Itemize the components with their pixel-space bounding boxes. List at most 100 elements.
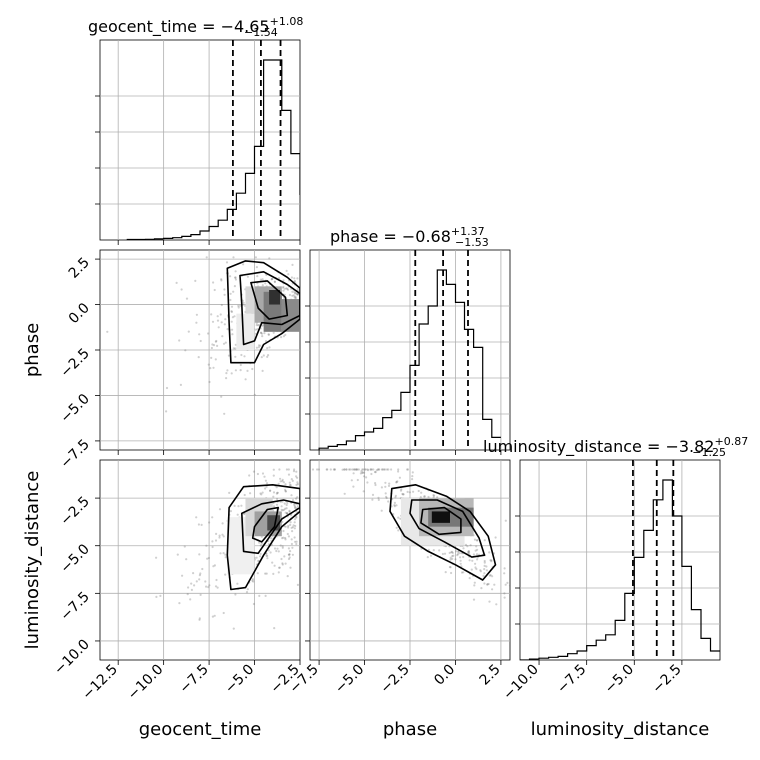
scatter-point — [261, 278, 264, 281]
x-tick-label: −2.5 — [377, 662, 412, 697]
contour-group — [409, 499, 486, 558]
scatter-point — [294, 506, 297, 510]
scatter-point — [267, 333, 270, 336]
scatter-point — [343, 468, 346, 471]
scatter-point — [223, 412, 226, 415]
scatter-point — [377, 468, 380, 471]
contours — [226, 260, 497, 591]
scatter-point — [364, 468, 367, 471]
scatter-point — [276, 547, 279, 550]
scatter-point — [256, 328, 259, 331]
x-tick-label: −5.0 — [222, 662, 257, 697]
scatter-point — [281, 545, 284, 548]
scatter-point — [441, 552, 444, 556]
scatter-point — [198, 617, 201, 620]
scatter-point — [490, 559, 493, 562]
scatter-point — [277, 277, 281, 280]
scatter-point — [408, 491, 411, 494]
scatter-point — [257, 324, 260, 327]
scatter-point — [281, 562, 284, 565]
scatter-point — [411, 478, 414, 481]
scatter-point — [236, 582, 239, 585]
scatter-point — [266, 557, 269, 560]
scatter-point — [214, 340, 217, 343]
scatter-point — [258, 541, 261, 544]
scatter-point — [473, 538, 477, 541]
scatter-point — [450, 571, 453, 575]
scatter-point — [294, 295, 297, 298]
scatter-point — [234, 278, 237, 281]
scatter-point — [225, 372, 228, 375]
scatter-point — [387, 500, 390, 503]
scatter-point — [483, 582, 486, 585]
scatter-point — [276, 491, 279, 494]
histogram-group — [126, 59, 300, 240]
scatter-point — [503, 596, 506, 599]
scatter-point — [376, 468, 379, 471]
scatter-point — [476, 558, 479, 561]
scatter-point — [261, 284, 264, 287]
scatter-point — [462, 555, 465, 559]
scatter-point — [259, 544, 262, 547]
scatter-point — [485, 565, 488, 568]
scatter-point — [483, 568, 486, 571]
x-tick-label: −5.0 — [332, 662, 367, 697]
scatter-point — [354, 468, 357, 471]
scatter-point — [221, 533, 224, 536]
histogram-step-line — [318, 269, 501, 450]
scatter-point — [377, 496, 380, 499]
scatter-point — [363, 471, 366, 474]
scatter-point — [295, 483, 298, 486]
scatter-point — [286, 532, 289, 536]
scatter-point — [244, 378, 247, 381]
scatter-point — [273, 280, 276, 283]
scatter-point — [394, 494, 397, 497]
scatter-point — [419, 496, 422, 499]
scatter-point — [257, 559, 260, 563]
scatter-point — [286, 288, 290, 291]
scatter-point — [246, 588, 249, 591]
scatter-point — [293, 277, 296, 280]
scatter-point — [187, 330, 190, 333]
scatter-point — [284, 507, 287, 510]
scatter-point — [293, 527, 296, 530]
scatter-point — [401, 492, 404, 496]
y-tick-label: −7.5 — [57, 589, 92, 624]
scatter-point — [165, 386, 169, 390]
scatter-point — [192, 572, 195, 575]
scatter-point — [452, 554, 455, 557]
title-luminosity-distance: luminosity_distance = −3.82+0.87 — [483, 435, 748, 457]
panel-lum-vs-geocent — [99, 459, 301, 661]
scatter-point — [277, 571, 280, 574]
scatter-point — [227, 354, 231, 357]
scatter-point — [284, 536, 287, 540]
scatter-point — [472, 598, 476, 601]
scatter-point — [287, 273, 290, 276]
scatter-point — [423, 495, 426, 498]
scatter-point — [273, 627, 276, 630]
scatter-point — [271, 561, 274, 564]
x-tick-label: 2.5 — [477, 662, 504, 689]
scatter-point — [293, 521, 296, 524]
scatter-point — [293, 279, 296, 283]
scatter-point — [272, 331, 275, 334]
scatter-point — [264, 572, 267, 575]
scatter-point — [261, 491, 264, 494]
scatter-point — [290, 276, 293, 279]
scatter-point — [264, 479, 267, 482]
scatter-point — [470, 568, 473, 571]
scatter-point — [282, 529, 285, 533]
scatter-point — [380, 486, 383, 489]
contour-group — [420, 506, 462, 536]
contour-group — [241, 499, 300, 555]
scatter-point — [180, 288, 183, 291]
scatter-point — [495, 603, 498, 606]
scatter-point — [473, 581, 476, 584]
scatter-point — [288, 484, 292, 487]
scatter-point — [270, 277, 273, 281]
scatter-point — [264, 340, 268, 343]
scatter-point — [367, 469, 370, 472]
scatter-point — [287, 468, 290, 471]
scatter-point — [106, 330, 109, 333]
